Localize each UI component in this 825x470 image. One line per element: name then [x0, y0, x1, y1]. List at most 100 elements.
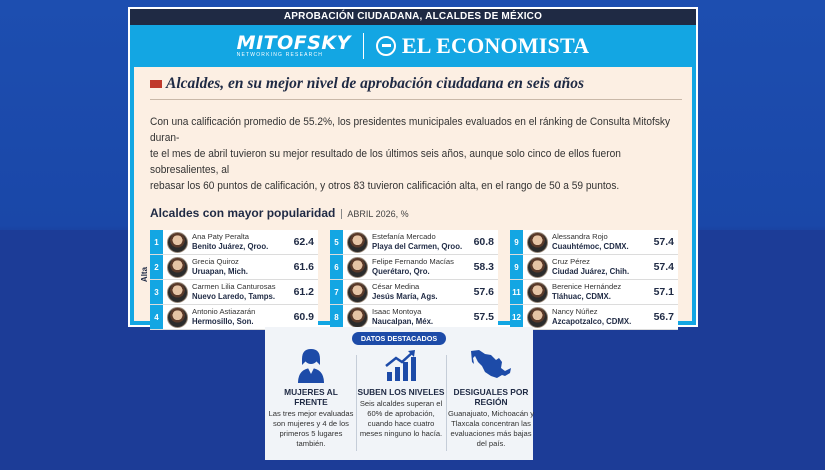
- highlight-title: SUBEN LOS NIVELES: [357, 387, 445, 397]
- highlights-panel: DATOS DESTACADOS MUJERES AL FRENTE Las t…: [265, 327, 535, 460]
- mayor-municipality: Ciudad Juárez, Chih.: [552, 267, 630, 276]
- mayor-municipality: Querétaro, Qro.: [372, 267, 430, 276]
- mayor-name: Cruz Pérez: [552, 257, 590, 266]
- rank-number: 5: [330, 230, 343, 254]
- rank-number: 2: [150, 255, 163, 279]
- mayor-name: Estefanía Mercado: [372, 232, 436, 241]
- intro-line: te el mes de abril tuvieron su mejor res…: [150, 148, 621, 176]
- mayor-municipality: Cuauhtémoc, CDMX.: [552, 242, 629, 251]
- mayor-municipality: Uruapan, Mich.: [192, 267, 248, 276]
- el-economista-logo: EL ECONOMISTA: [375, 33, 590, 59]
- ranking-heading: Alcaldes con mayor popularidad ABRIL 202…: [150, 206, 682, 220]
- highlight-regions: DESIGUALES POR REGIÓN Guanajuato, Michoa…: [447, 347, 535, 449]
- avatar: [167, 256, 188, 278]
- mayor-name: Isaac Montoya: [372, 307, 422, 316]
- ranking-title: Alcaldes con mayor popularidad: [150, 206, 336, 220]
- highlight-text: Las tres mejor evaluadas son mujeres y 4…: [268, 409, 354, 448]
- mayor-municipality: Hermosillo, Son.: [192, 317, 254, 326]
- avatar: [167, 306, 188, 328]
- mayor-info: Estefanía Mercado Playa del Carmen, Qroo.: [372, 232, 466, 252]
- ranking-row: 7 César Medina Jesús María, Ags. 57.6: [330, 280, 498, 305]
- approval-score: 56.7: [653, 311, 674, 323]
- avatar: [527, 281, 548, 303]
- intro-paragraph: Con una calificación promedio de 55.2%, …: [150, 114, 688, 194]
- brand-divider: [362, 33, 364, 59]
- mayor-info: Alessandra Rojo Cuauhtémoc, CDMX.: [552, 232, 646, 252]
- article-body: Alcaldes, en su mejor nivel de aprobació…: [130, 67, 696, 330]
- mayor-name: Felipe Fernando Macías: [372, 257, 454, 266]
- mayor-name: Antonio Astiazarán: [192, 307, 256, 316]
- ranking-row: 9 Alessandra Rojo Cuauhtémoc, CDMX. 57.4: [510, 230, 678, 255]
- approval-score: 57.4: [653, 261, 674, 273]
- approval-score: 60.8: [473, 236, 494, 248]
- ranking-grid: Alta 1 Ana Paty Peralta Benito Juárez, Qro…: [140, 230, 682, 330]
- rank-number: 8: [330, 305, 343, 329]
- avatar: [347, 281, 368, 303]
- highlight-women: MUJERES AL FRENTE Las tres mejor evaluad…: [267, 347, 355, 449]
- approval-score: 58.3: [473, 261, 494, 273]
- rank-number: 12: [510, 305, 523, 329]
- ranking-row: 11 Berenice Hernández Tláhuac, CDMX. 57.1: [510, 280, 678, 305]
- headline-marker-icon: [150, 80, 162, 88]
- el-economista-wordmark: EL ECONOMISTA: [401, 33, 590, 58]
- ranking-row: 3 Carmen Lilia Canturosas Nuevo Laredo, Ta…: [150, 280, 318, 305]
- rank-number: 3: [150, 280, 163, 304]
- highlight-title: MUJERES AL FRENTE: [284, 387, 338, 407]
- mitofsky-logo: MITOFSKY NETWORKING RESEARCH: [236, 32, 351, 59]
- approval-score: 61.6: [293, 261, 314, 273]
- mayor-info: César Medina Jesús María, Ags.: [372, 282, 466, 302]
- avatar: [347, 306, 368, 328]
- topbar-title: APROBACIÓN CIUDADANA, ALCALDES DE MÉXICO: [130, 9, 696, 25]
- ranking-row: 1 Ana Paty Peralta Benito Juárez, Qroo. 62.…: [150, 230, 318, 255]
- mayor-name: Grecia Quiroz: [192, 257, 239, 266]
- mayor-info: Antonio Astiazarán Hermosillo, Son.: [192, 307, 286, 327]
- approval-score: 57.6: [473, 286, 494, 298]
- ranking-column: 1 Ana Paty Peralta Benito Juárez, Qroo. 62.…: [150, 230, 318, 330]
- ranking-row: 5 Estefanía Mercado Playa del Carmen, Qroo…: [330, 230, 498, 255]
- ranking-row: 6 Felipe Fernando Macías Querétaro, Qro. 58…: [330, 255, 498, 280]
- brand-bar: MITOFSKY NETWORKING RESEARCH EL ECONOMIS…: [130, 25, 696, 67]
- highlight-text: Seis alcaldes superan el 60% de aprobaci…: [359, 399, 443, 438]
- mayor-info: Cruz Pérez Ciudad Juárez, Chih.: [552, 257, 646, 277]
- approval-score: 62.4: [293, 236, 314, 248]
- avatar: [347, 256, 368, 278]
- approval-score: 57.4: [653, 236, 674, 248]
- avatar: [527, 231, 548, 253]
- avatar: [347, 231, 368, 253]
- mitofsky-wordmark: MITOFSKY: [236, 32, 351, 54]
- ranking-columns: 1 Ana Paty Peralta Benito Juárez, Qroo. 62.…: [150, 230, 682, 330]
- mayor-name: Berenice Hernández: [552, 282, 622, 291]
- avatar: [167, 231, 188, 253]
- rank-number: 9: [510, 255, 523, 279]
- mayor-name: Carmen Lilia Canturosas: [192, 282, 276, 291]
- ranking-row: 2 Grecia Quiroz Uruapan, Mich. 61.6: [150, 255, 318, 280]
- mayor-municipality: Jesús María, Ags.: [372, 292, 438, 301]
- highlight-title: DESIGUALES POR REGIÓN: [453, 387, 529, 407]
- infographic-card: APROBACIÓN CIUDADANA, ALCALDES DE MÉXICO…: [128, 7, 698, 330]
- avatar: [527, 256, 548, 278]
- mayor-info: Berenice Hernández Tláhuac, CDMX.: [552, 282, 646, 302]
- mitofsky-tagline: NETWORKING RESEARCH: [236, 52, 324, 58]
- el-economista-mark-icon: [375, 36, 396, 56]
- mayor-name: Nancy Núñez: [552, 307, 598, 316]
- ranking-row: 8 Isaac Montoya Naucalpan, Méx. 57.5: [330, 305, 498, 330]
- mayor-municipality: Benito Juárez, Qroo.: [192, 242, 269, 251]
- highlight-levels: SUBEN LOS NIVELES Seis alcaldes superan …: [357, 347, 445, 439]
- woman-icon: [267, 347, 355, 383]
- highlight-text: Guanajuato, Michoacán y Tlaxcala concent…: [447, 409, 535, 448]
- highlight-divider: [356, 355, 357, 451]
- ranking-row: 12 Nancy Núñez Azcapotzalco, CDMX. 56.7: [510, 305, 678, 330]
- ranking-column: 5 Estefanía Mercado Playa del Carmen, Qroo…: [330, 230, 498, 330]
- mayor-info: Isaac Montoya Naucalpan, Méx.: [372, 307, 466, 327]
- mayor-municipality: Azcapotzalco, CDMX.: [552, 317, 632, 326]
- mayor-info: Ana Paty Peralta Benito Juárez, Qroo.: [192, 232, 286, 252]
- mayor-name: Ana Paty Peralta: [192, 232, 249, 241]
- approval-score: 60.9: [293, 311, 314, 323]
- avatar: [167, 281, 188, 303]
- rank-number: 1: [150, 230, 163, 254]
- approval-score: 57.1: [653, 286, 674, 298]
- rank-number: 6: [330, 255, 343, 279]
- ranking-column: 9 Alessandra Rojo Cuauhtémoc, CDMX. 57.4 9 Cr…: [510, 230, 678, 330]
- ranking-row: 9 Cruz Pérez Ciudad Juárez, Chih. 57.4: [510, 255, 678, 280]
- mayor-municipality: Naucalpan, Méx.: [372, 317, 434, 326]
